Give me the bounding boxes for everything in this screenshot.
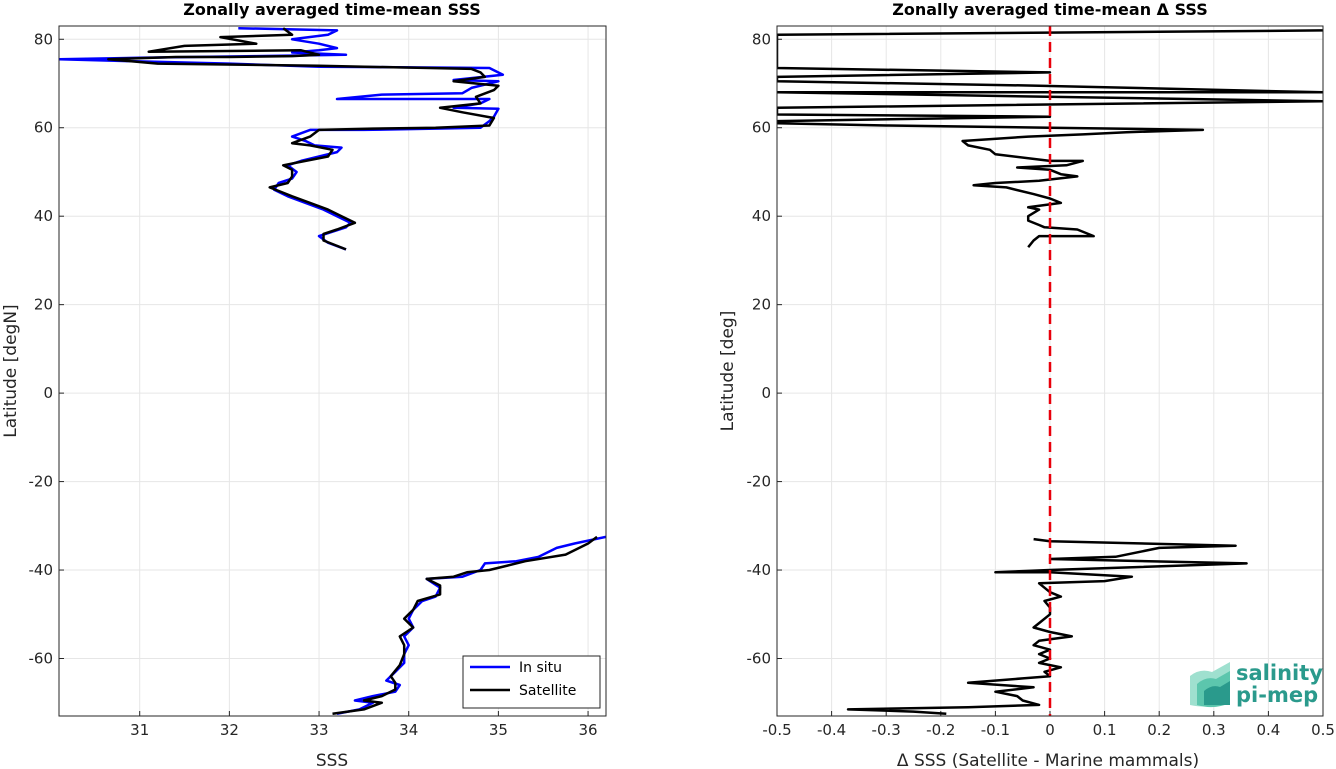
x-tick-label: 34	[399, 721, 418, 739]
y-tick-label: -60	[29, 650, 54, 668]
y-tick-label: -20	[29, 473, 54, 491]
x-tick-label: 0.5	[1311, 721, 1335, 739]
x-tick-label: 32	[220, 721, 239, 739]
right-plot-lines	[777, 26, 1323, 716]
right-plot-frame	[776, 25, 1324, 717]
salinity-pi-mep-logo: salinity pi-mep	[1190, 661, 1323, 708]
x-tick-label: 0.2	[1147, 721, 1171, 739]
legend-label-satellite: Satellite	[519, 683, 576, 699]
y-tick-label: 20	[752, 296, 771, 314]
x-tick-label: -0.3	[872, 721, 901, 739]
x-tick-label: 0.3	[1202, 721, 1226, 739]
y-tick-label: 40	[34, 207, 53, 225]
x-tick-label: -0.5	[762, 721, 791, 739]
left-tick-labels: 31 32 33 34 35 36 80 60 40 20 0 -20 -40 -60	[29, 30, 598, 739]
x-tick-label: 33	[310, 721, 329, 739]
x-tick-label: 0.4	[1256, 721, 1280, 739]
x-tick-label: 0.1	[1093, 721, 1117, 739]
y-tick-label: 20	[34, 296, 53, 314]
x-tick-label: -0.1	[981, 721, 1010, 739]
left-plot-lines	[59, 26, 606, 716]
left-x-axis-label: SSS	[316, 751, 348, 769]
x-tick-label: 35	[489, 721, 508, 739]
x-tick-label: -0.4	[817, 721, 846, 739]
right-x-axis-label: Δ SSS (Satellite - Marine mammals)	[897, 751, 1199, 769]
right-tick-labels: -0.5 -0.4 -0.3 -0.2 -0.1 0 0.1 0.2 0.3 0.4 0.5 80 60…	[747, 30, 1335, 739]
logo-text-pi-mep: pi-mep	[1236, 683, 1318, 707]
y-tick-label: 0	[761, 384, 771, 402]
y-tick-label: 60	[34, 119, 53, 137]
legend-box	[462, 655, 601, 709]
left-panel: 31 32 33 34 35 36 80 60 40 20 0 -20 -40 -60 Zonally a…	[1, 0, 607, 769]
legend-label-in-situ: In situ	[519, 660, 562, 676]
left-plot-frame	[58, 25, 607, 717]
right-panel: -0.5 -0.4 -0.3 -0.2 -0.1 0 0.1 0.2 0.3 0.4 0.5 80 60…	[718, 0, 1335, 769]
left-plot-area	[59, 26, 606, 716]
y-tick-label: 0	[43, 384, 53, 402]
right-y-axis-label: Latitude [deg]	[718, 311, 738, 432]
y-tick-label: -20	[747, 473, 772, 491]
x-tick-label: 31	[130, 721, 149, 739]
logo-text-salinity: salinity	[1236, 661, 1323, 685]
y-tick-label: -40	[29, 561, 54, 579]
y-tick-label: -60	[747, 650, 772, 668]
y-tick-label: 60	[752, 119, 771, 137]
left-legend: In situ Satellite	[462, 655, 601, 709]
right-chart-title: Zonally averaged time-mean Δ SSS	[892, 0, 1208, 19]
x-tick-label: 0	[1045, 721, 1055, 739]
left-grid	[59, 26, 606, 716]
x-tick-label: 36	[579, 721, 598, 739]
left-chart-title: Zonally averaged time-mean SSS	[183, 0, 481, 19]
y-tick-label: 40	[752, 207, 771, 225]
logo-wave-icon	[1190, 662, 1230, 708]
y-tick-label: 80	[34, 30, 53, 48]
y-tick-label: 80	[752, 30, 771, 48]
left-y-axis-label: Latitude [degN]	[1, 304, 21, 437]
delta-sss-line-0	[777, 29, 1323, 248]
y-tick-label: -40	[747, 561, 772, 579]
x-tick-label: -0.2	[926, 721, 955, 739]
satellite-line-0	[107, 27, 500, 251]
satellite-line-1	[332, 535, 598, 716]
